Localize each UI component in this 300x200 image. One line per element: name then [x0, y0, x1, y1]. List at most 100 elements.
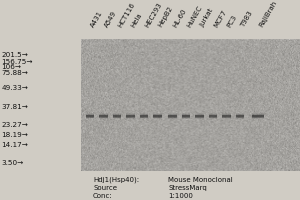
Text: 37.81→: 37.81→ [2, 104, 28, 110]
Bar [168, 112, 177, 113]
Bar [85, 112, 94, 113]
Text: HepB2: HepB2 [158, 6, 174, 28]
Bar [182, 119, 190, 120]
Bar [168, 115, 177, 116]
Bar [85, 114, 94, 115]
Bar [195, 118, 204, 119]
Bar [208, 117, 217, 118]
Bar [140, 113, 148, 114]
Bar [99, 115, 108, 116]
Bar [85, 112, 94, 113]
Bar [99, 112, 108, 113]
Bar [153, 117, 162, 118]
Text: 23.27→: 23.27→ [2, 122, 28, 128]
Bar [208, 112, 217, 113]
Bar [182, 112, 190, 113]
Bar [85, 120, 94, 121]
Text: 75.88→: 75.88→ [2, 70, 28, 76]
Bar [236, 114, 244, 115]
Bar [99, 113, 108, 114]
Bar [208, 113, 217, 114]
Text: 106→: 106→ [2, 64, 22, 70]
Bar [153, 116, 162, 117]
Text: A431: A431 [90, 10, 104, 28]
Bar [168, 118, 177, 119]
Bar [99, 111, 108, 112]
Bar [85, 115, 94, 116]
Bar [112, 117, 121, 118]
Bar [112, 116, 121, 117]
Bar [195, 118, 204, 119]
Bar [252, 117, 264, 118]
Bar [195, 114, 204, 115]
Bar [208, 113, 217, 114]
Bar [208, 114, 217, 115]
Bar [252, 113, 264, 114]
Text: T983: T983 [240, 10, 254, 28]
Bar [140, 116, 148, 117]
Bar [168, 115, 177, 116]
Bar [208, 116, 217, 117]
Bar [208, 117, 217, 118]
Bar [236, 118, 244, 119]
Bar [222, 112, 231, 113]
Bar [182, 111, 190, 112]
Bar [126, 115, 135, 116]
Bar [208, 118, 217, 119]
Bar [195, 117, 204, 118]
Bar [182, 113, 190, 114]
Bar [99, 118, 108, 119]
Bar [112, 117, 121, 118]
Bar [252, 118, 264, 119]
Text: HL-60: HL-60 [172, 8, 188, 28]
Bar [208, 112, 217, 113]
Bar [208, 119, 217, 120]
Bar [153, 114, 162, 115]
Bar [99, 117, 108, 118]
Bar [112, 113, 121, 114]
Bar [222, 111, 231, 112]
Bar [85, 114, 94, 115]
Bar [195, 113, 204, 114]
Bar [85, 111, 94, 112]
Bar [168, 116, 177, 117]
Bar [112, 113, 121, 114]
Bar [195, 118, 204, 119]
Bar [153, 113, 162, 114]
Bar [99, 114, 108, 115]
Bar [222, 118, 231, 119]
Bar [195, 119, 204, 120]
Bar [252, 112, 264, 113]
Bar [85, 115, 94, 116]
Bar [153, 115, 162, 116]
Bar [126, 113, 135, 114]
Bar [112, 119, 121, 120]
Bar [208, 114, 217, 115]
Bar [195, 116, 204, 117]
Bar [195, 113, 204, 114]
Bar [153, 118, 162, 119]
Bar [195, 115, 204, 116]
Bar [182, 117, 190, 118]
Bar [112, 111, 121, 112]
Text: 156.75→: 156.75→ [2, 59, 33, 65]
Bar [153, 116, 162, 117]
Bar [182, 117, 190, 118]
Bar [182, 113, 190, 114]
Bar [208, 118, 217, 119]
Bar [252, 119, 264, 120]
Bar [153, 112, 162, 113]
Bar [99, 117, 108, 118]
Bar [99, 112, 108, 113]
Text: PC3: PC3 [226, 14, 238, 28]
Bar [112, 113, 121, 114]
Bar [168, 116, 177, 117]
Bar [195, 120, 204, 121]
Bar [85, 113, 94, 114]
Bar [112, 115, 121, 116]
Bar [252, 115, 264, 116]
Bar [236, 112, 244, 113]
Bar [112, 114, 121, 115]
Bar [222, 113, 231, 114]
Bar [236, 116, 244, 117]
